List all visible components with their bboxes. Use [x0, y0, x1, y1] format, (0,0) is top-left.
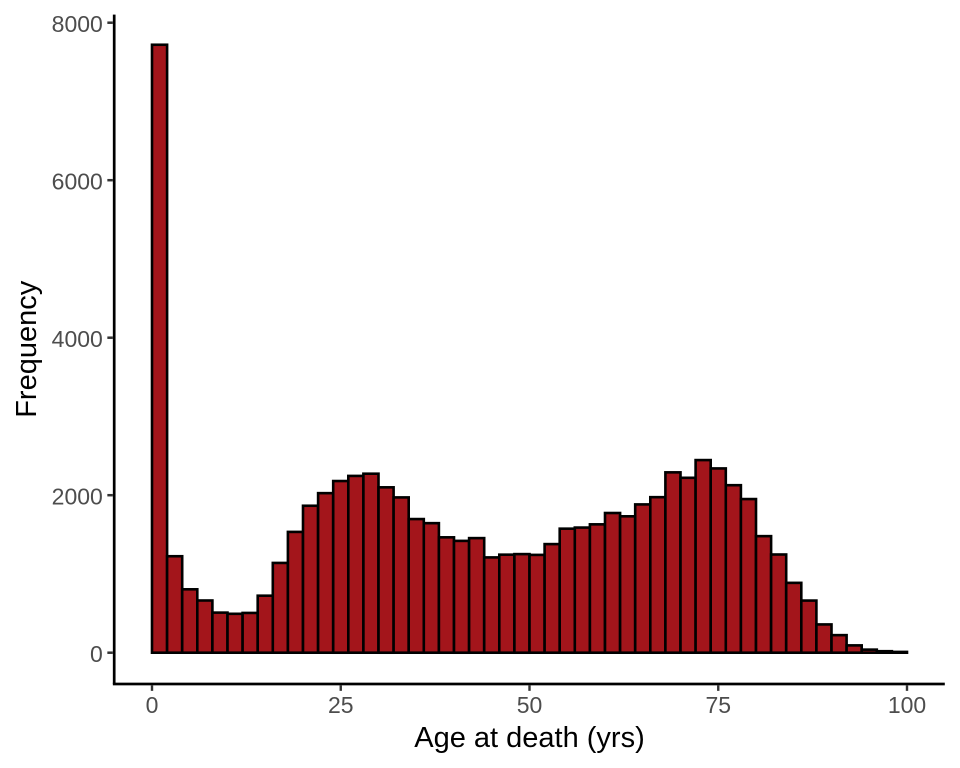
svg-text:0: 0: [146, 692, 159, 718]
svg-text:Age at death (yrs): Age at death (yrs): [414, 722, 645, 754]
svg-text:100: 100: [888, 692, 926, 718]
svg-text:25: 25: [328, 692, 354, 718]
svg-text:0: 0: [90, 641, 103, 667]
svg-text:6000: 6000: [52, 168, 103, 194]
svg-text:8000: 8000: [52, 11, 103, 37]
svg-text:2000: 2000: [52, 483, 103, 509]
svg-text:75: 75: [705, 692, 731, 718]
svg-text:Frequency: Frequency: [11, 280, 43, 418]
svg-text:50: 50: [517, 692, 543, 718]
svg-text:4000: 4000: [52, 326, 103, 352]
